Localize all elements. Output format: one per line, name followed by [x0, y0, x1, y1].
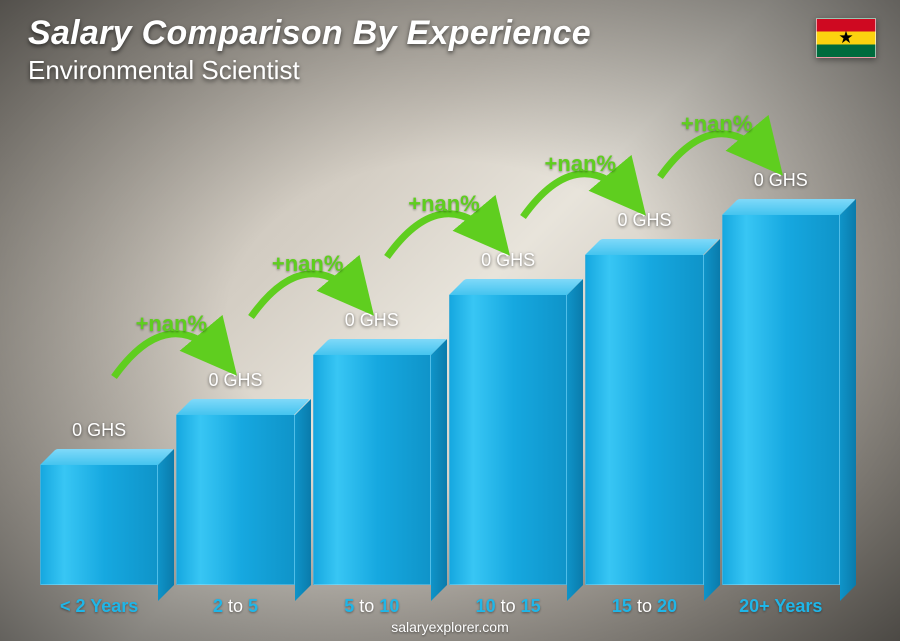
title-block: Salary Comparison By Experience Environm… — [28, 14, 591, 86]
x-label-2: 5 to 10 — [313, 596, 431, 617]
x-label-0: < 2 Years — [40, 596, 158, 617]
bar-4: +nan%0 GHS — [585, 210, 703, 585]
bar-value-3: 0 GHS — [481, 250, 535, 271]
bar-shape-3 — [449, 279, 567, 585]
bar-shape-1 — [176, 399, 294, 585]
x-label-4: 15 to 20 — [585, 596, 703, 617]
bar-5: +nan%0 GHS — [722, 170, 840, 585]
bar-0: 0 GHS — [40, 420, 158, 585]
bar-value-5: 0 GHS — [754, 170, 808, 191]
x-axis-labels: < 2 Years 2 to 5 5 to 10 10 to 15 15 to 20 20… — [40, 596, 840, 617]
x-label-1: 2 to 5 — [176, 596, 294, 617]
increase-pct-2: +nan% — [272, 251, 344, 277]
bar-shape-0 — [40, 449, 158, 585]
chart-subtitle: Environmental Scientist — [28, 55, 591, 86]
bar-shape-2 — [313, 339, 431, 585]
bar-value-0: 0 GHS — [72, 420, 126, 441]
increase-pct-3: +nan% — [408, 191, 480, 217]
increase-pct-4: +nan% — [545, 151, 617, 177]
footer-credit: salaryexplorer.com — [0, 619, 900, 635]
bar-value-2: 0 GHS — [345, 310, 399, 331]
bar-3: +nan%0 GHS — [449, 250, 567, 585]
increase-pct-5: +nan% — [681, 111, 753, 137]
bar-shape-5 — [722, 199, 840, 585]
chart-title: Salary Comparison By Experience — [28, 14, 591, 53]
country-flag: ★ — [816, 18, 876, 58]
bar-2: +nan%0 GHS — [313, 310, 431, 585]
increase-pct-1: +nan% — [136, 311, 208, 337]
bar-shape-4 — [585, 239, 703, 585]
bar-value-4: 0 GHS — [617, 210, 671, 231]
bar-chart: 0 GHS +nan%0 GHS +nan%0 GHS — [40, 105, 840, 585]
x-label-3: 10 to 15 — [449, 596, 567, 617]
x-label-5: 20+ Years — [722, 596, 840, 617]
bar-1: +nan%0 GHS — [176, 370, 294, 585]
bar-value-1: 0 GHS — [208, 370, 262, 391]
flag-star-icon: ★ — [838, 29, 853, 46]
